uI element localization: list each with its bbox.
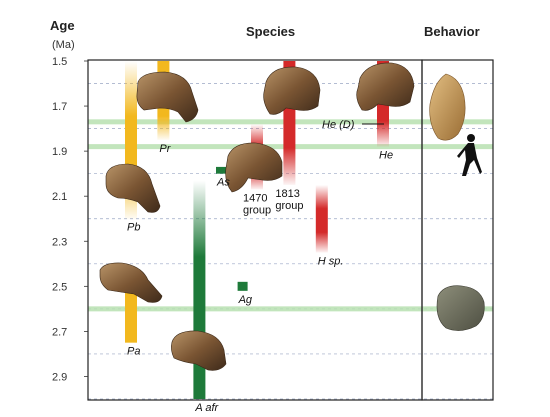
skull-icon-1470 — [225, 142, 283, 193]
y-tick-label: 2.7 — [52, 326, 67, 338]
bar-Pa — [125, 286, 137, 343]
label-Ag: Ag — [238, 294, 253, 306]
age-header: Age — [50, 18, 75, 33]
label-Hsp: H sp. — [318, 256, 344, 268]
label-Pb: Pb — [127, 222, 140, 234]
label-Pr: Pr — [159, 143, 171, 155]
bar-As — [216, 166, 226, 174]
skull-icon-a-afr — [171, 330, 227, 371]
y-tick-label: 2.3 — [52, 236, 67, 248]
label-As: As — [216, 177, 230, 189]
bar-Ag — [237, 281, 248, 291]
species-header: Species — [246, 24, 295, 39]
skull-icon-he — [356, 62, 415, 111]
label-He: He — [379, 150, 393, 162]
walking-human-icon — [457, 134, 482, 176]
skull-icon-1813 — [263, 66, 321, 115]
highlight-band — [88, 306, 493, 312]
label-Pa: Pa — [127, 346, 140, 358]
skull-icon-pb — [105, 163, 161, 213]
label-1470: group — [243, 204, 271, 216]
annotation-he-d: He (D) — [322, 119, 355, 131]
label-1470: 1470 — [243, 192, 267, 204]
species-bars — [125, 61, 389, 399]
label-1813: group — [275, 200, 303, 212]
behavior-header: Behavior — [424, 24, 480, 39]
hand-axe-icon — [429, 73, 466, 141]
y-tick-label: 1.9 — [52, 146, 67, 158]
bar-Hsp — [315, 184, 328, 253]
y-tick-label: 2.9 — [52, 371, 67, 383]
label-1813: 1813 — [275, 188, 299, 200]
y-tick-label: 2.5 — [52, 281, 67, 293]
y-axis-ticks: 1.5 1.7 1.9 2.1 2.3 2.5 2.7 2.9 — [52, 56, 88, 383]
label-A_afr: A afr — [194, 402, 219, 412]
skull-icon-pa — [99, 262, 163, 303]
y-tick-label: 2.1 — [52, 191, 67, 203]
core-stone-icon — [436, 285, 485, 331]
age-unit: (Ma) — [52, 39, 75, 51]
y-tick-label: 1.7 — [52, 101, 67, 113]
skull-icon-pr — [136, 71, 199, 123]
y-tick-label: 1.5 — [52, 56, 67, 68]
behavior-panel-frame — [421, 59, 494, 401]
